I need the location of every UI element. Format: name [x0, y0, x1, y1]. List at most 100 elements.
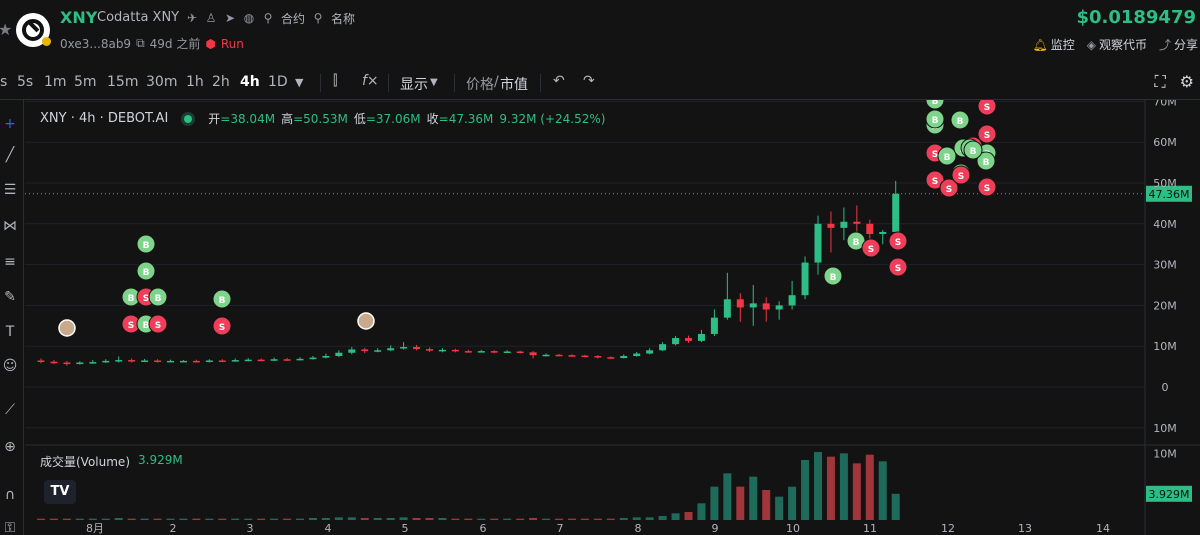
ruler-icon[interactable]: ⟋: [5, 402, 15, 418]
timeframe-15m[interactable]: 15m: [107, 74, 139, 90]
candle-body: [322, 355, 330, 358]
eye-icon: ◈: [1086, 37, 1096, 52]
trade-marker-label: S: [128, 321, 134, 331]
fullscreen-icon[interactable]: ⛶: [1154, 72, 1166, 91]
display-dropdown[interactable]: 显示: [400, 77, 428, 93]
volume-bar: [801, 460, 810, 520]
contract-search-link[interactable]: 合约: [281, 12, 306, 26]
candle-body: [607, 357, 615, 359]
status-badge: Run: [220, 36, 244, 51]
candle-body: [775, 305, 783, 310]
search-icon[interactable]: ⚲: [263, 11, 273, 25]
sell-marker: [977, 124, 997, 144]
share-button[interactable]: ⤴ 分享: [1159, 36, 1198, 53]
name-search-link[interactable]: 名称: [331, 12, 356, 26]
send-icon[interactable]: ➤: [224, 11, 236, 25]
trade-marker-label: S: [958, 172, 964, 182]
share-label: 分享: [1173, 38, 1198, 52]
volume-bar: [140, 518, 149, 520]
buy-marker: [136, 261, 156, 281]
trend-line-icon[interactable]: ╱: [5, 147, 15, 163]
volume-bar: [490, 518, 499, 520]
pattern-icon[interactable]: ⋈: [3, 218, 17, 234]
price-chart[interactable]: 47.36M 70M 60M 50M 40M 30M 20M 10M 0 10M 10M 3.929M…: [25, 100, 1200, 535]
volume-bar: [399, 517, 408, 520]
fib-icon[interactable]: ≡: [4, 254, 16, 270]
buy-marker: [950, 110, 970, 130]
volume-bar: [839, 453, 848, 520]
volume-bar: [308, 518, 317, 520]
more-timeframes-chevron-icon[interactable]: ▼: [295, 76, 304, 89]
sell-marker: [212, 316, 232, 336]
token-name: Codatta XNY: [97, 10, 180, 25]
search-icon[interactable]: ⚲: [313, 11, 323, 25]
person-icon[interactable]: ♙: [205, 11, 217, 25]
volume-bar: [334, 517, 343, 520]
timeframe-5s[interactable]: 5s: [17, 74, 34, 90]
display-chevron-icon[interactable]: ▼: [430, 77, 438, 88]
undo-icon[interactable]: ↶: [553, 73, 565, 89]
mcap-toggle[interactable]: 市值: [500, 77, 528, 93]
x-axis-label: 2: [170, 522, 177, 535]
lock-icon[interactable]: ⚿: [4, 520, 16, 535]
live-dot-icon: [184, 114, 193, 123]
copy-icon[interactable]: ⧉: [136, 36, 145, 50]
timeframe-s[interactable]: s: [0, 74, 8, 90]
emoji-icon[interactable]: ☺: [2, 358, 18, 374]
redo-icon[interactable]: ↷: [583, 73, 595, 89]
star-icon[interactable]: ★: [0, 20, 13, 39]
x-axis-label: 9: [712, 522, 719, 535]
candle-body: [594, 355, 602, 358]
candle-body: [89, 362, 97, 364]
crosshair-icon[interactable]: +: [4, 116, 16, 132]
trade-marker-label: B: [853, 238, 860, 248]
candle-body: [76, 362, 84, 365]
price-toggle[interactable]: 价格: [466, 77, 494, 93]
tradingview-logo: TV: [44, 480, 76, 504]
buy-marker: [976, 151, 996, 171]
trade-marker-label: B: [957, 117, 964, 127]
timeframe-1d[interactable]: 1D: [268, 74, 288, 90]
brush-icon[interactable]: ✎: [4, 289, 16, 305]
token-age: 49d 之前: [149, 37, 201, 51]
timeframe-5m[interactable]: 5m: [74, 74, 97, 90]
candle-body: [141, 360, 149, 362]
volume-bar: [632, 517, 641, 520]
volume-bar: [464, 518, 473, 520]
volume-bar: [75, 518, 84, 520]
timeframe-30m[interactable]: 30m: [146, 74, 178, 90]
horizontal-lines-icon[interactable]: ☰: [3, 182, 17, 198]
indicators-fx-icon[interactable]: f×: [362, 73, 379, 89]
gear-icon[interactable]: ⚙: [1179, 72, 1194, 91]
candle-body: [387, 348, 395, 351]
candle-body: [128, 360, 136, 362]
avatar-marker-icon: [357, 312, 375, 330]
magnet-icon[interactable]: ∩: [4, 487, 16, 503]
candle-body: [413, 347, 421, 350]
trade-marker-label: B: [944, 153, 951, 163]
trade-marker-label: B: [143, 268, 150, 278]
sell-marker: [951, 165, 971, 185]
timeframe-1h[interactable]: 1h: [186, 74, 204, 90]
volume-bar: [321, 518, 330, 520]
volume-bar: [606, 518, 615, 520]
watch-token-button[interactable]: ◈ 观察代币: [1087, 36, 1147, 53]
telegram-icon[interactable]: ✈: [186, 11, 198, 25]
candle-body: [50, 361, 58, 364]
zoom-icon[interactable]: ⊕: [4, 439, 16, 455]
bell-icon: 🔔︎: [1032, 37, 1048, 52]
candle-body: [620, 355, 628, 359]
candle-body: [205, 360, 213, 362]
timeframe-4h[interactable]: 4h: [240, 74, 260, 90]
close-label: 收: [426, 112, 439, 126]
text-icon[interactable]: T: [5, 324, 15, 340]
candle-body: [270, 359, 278, 361]
monitor-button[interactable]: 🔔︎ 监控: [1032, 36, 1074, 53]
timeframe-1m[interactable]: 1m: [44, 74, 67, 90]
volume-legend: 成交量(Volume) 3.929M: [40, 453, 183, 470]
globe-icon[interactable]: ◍: [243, 11, 255, 25]
candle-style-icon[interactable]: ⫿: [333, 73, 338, 89]
candle-body: [167, 360, 174, 363]
timeframe-2h[interactable]: 2h: [212, 74, 230, 90]
volume-bar: [710, 486, 719, 520]
